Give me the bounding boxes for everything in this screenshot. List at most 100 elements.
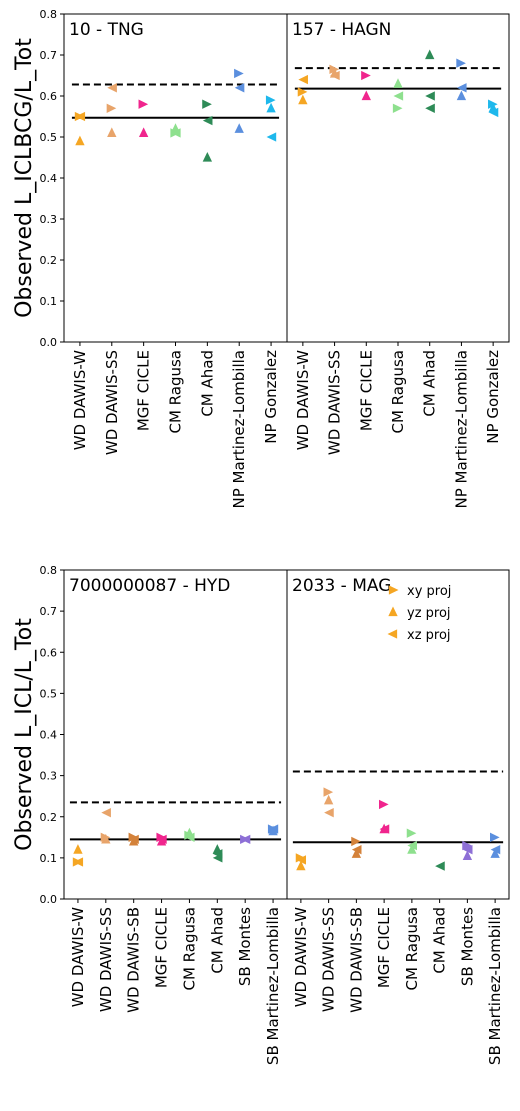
panel-frame [286,13,510,343]
x-tick-label: WD DAWIS-W [71,350,89,450]
x-tick-label: NP Martinez-Lombilla [452,350,470,509]
data-point [462,840,472,851]
legend-marker [387,629,398,639]
x-tick-label: SB Montes [236,907,254,986]
x-tick-label: WD DAWIS-W [69,907,87,1007]
chart-row-2: Observed L_ICL/L_Tot 0.0 0.1 0.2 0.3 0.4 0.5 0.… [12,564,510,1065]
panel-3: 7000000087 - HYD WD DAWIS-W WD DAWIS-SS WD … [63,569,288,1065]
panel-title: 2033 - MAG [292,576,391,596]
y-tick-label: 0.6 [40,646,58,659]
y-tick-label: 0.0 [40,893,58,906]
data-point [323,794,334,805]
x-tick-label: WD DAWIS-SB [125,907,143,1013]
data-point [351,844,362,855]
data-point [75,135,85,146]
panel-title: 157 - HAGN [292,20,391,40]
y-tick-label: 0.2 [40,811,58,824]
y-tick-label: 0.0 [40,336,58,349]
data-point [266,132,277,142]
y-tick-label: 0.4 [40,729,58,742]
data-point [462,844,473,855]
panel-title: 10 - TNG [69,20,144,40]
data-point [361,70,371,81]
y-tick-label: 0.7 [40,49,58,62]
data-point [425,91,435,101]
y-tick-label: 0.3 [40,770,58,783]
x-tick-label: CM Ragusa [180,907,198,991]
data-point [490,848,500,858]
panel-title: 7000000087 - HYD [69,576,230,596]
data-point [129,834,139,845]
x-tick-label: SB Montes [458,907,476,986]
data-point [351,836,361,847]
data-point [392,103,403,113]
panel-1: 10 - TNG WD DAWIS-W WD DAWIS-SS MGF CICLE CM… [63,13,288,509]
data-point [323,787,334,797]
data-point [490,844,501,855]
x-tick-label: WD DAWIS-SB [347,907,365,1013]
data-point [106,103,117,113]
panel-4: 2033 - MAG WD DAWIS-W WD DAWIS-SS WD DAWIS-… [286,569,510,1065]
data-point [407,840,417,851]
data-point [184,832,195,842]
x-tick-label: WD DAWIS-SS [103,350,121,455]
x-tick-label: CM Ragusa [167,350,185,434]
data-point [330,70,340,81]
x-tick-label: WD DAWIS-W [294,350,312,450]
y-tick-label: 0.8 [40,8,58,21]
x-tick-label: MGF CICLE [375,907,393,988]
data-point [171,128,181,138]
y-tick-label: 0.8 [40,564,58,577]
chart-row-1: Observed L_ICLBCG/L_Tot 0.0 0.1 0.2 0.3 0.4 0.… [12,8,510,509]
data-point [266,102,276,113]
data-point [425,49,435,60]
data-point [407,844,417,854]
data-point [73,857,84,867]
legend: xy proj yz proj xz proj [387,584,451,643]
data-point [240,834,251,845]
y-tick-label: 0.2 [40,254,58,267]
data-point [456,83,467,93]
data-point [462,850,473,860]
x-tick-label: WD DAWIS-W [292,907,310,1007]
y-tick-label: 0.5 [40,131,58,144]
data-point [202,152,213,162]
legend-entry: xy proj [407,584,451,599]
x-tick-label: MGF CICLE [153,907,171,988]
data-point [456,90,467,101]
panel-2: 157 - HAGN WD DAWIS-W WD DAWIS-SS MGF CICLE… [286,13,510,509]
y-tick-label: 0.1 [40,295,58,308]
data-point [488,107,499,118]
panel-frame [63,13,288,343]
data-point [234,83,245,93]
data-point [101,833,111,844]
data-point [212,853,223,863]
data-point [296,855,306,865]
x-tick-label: CM Ahad [208,907,226,974]
x-tick-label: CM Ahad [431,907,449,974]
x-tick-label: MGF CICLE [357,350,375,431]
data-point [107,127,117,138]
data-point [202,99,212,109]
y-tick-label: 0.5 [40,687,58,700]
x-tick-label: SB Martinez-Lombilla [486,907,504,1065]
x-tick-label: NP Martinez-Lombilla [230,350,248,509]
data-point [298,74,308,85]
x-tick-label: SB Martinez-Lombilla [264,907,282,1065]
y-tick-label: 0.3 [40,213,58,226]
data-point [73,844,83,854]
x-tick-label: WD DAWIS-SS [97,907,115,1012]
legend-marker [388,606,398,617]
data-point [456,58,466,68]
y-tick-label: 0.6 [40,90,58,103]
legend-marker [388,585,399,595]
y-tick-label: 0.4 [40,172,58,185]
data-point [75,111,86,122]
x-tick-label: NP Gonzalez [484,350,502,444]
x-tick-label: WD DAWIS-SS [326,350,344,455]
x-tick-label: NP Gonzalez [262,350,280,444]
data-point [234,123,244,133]
data-point [138,127,149,138]
y-tick-label: 0.7 [40,605,58,618]
